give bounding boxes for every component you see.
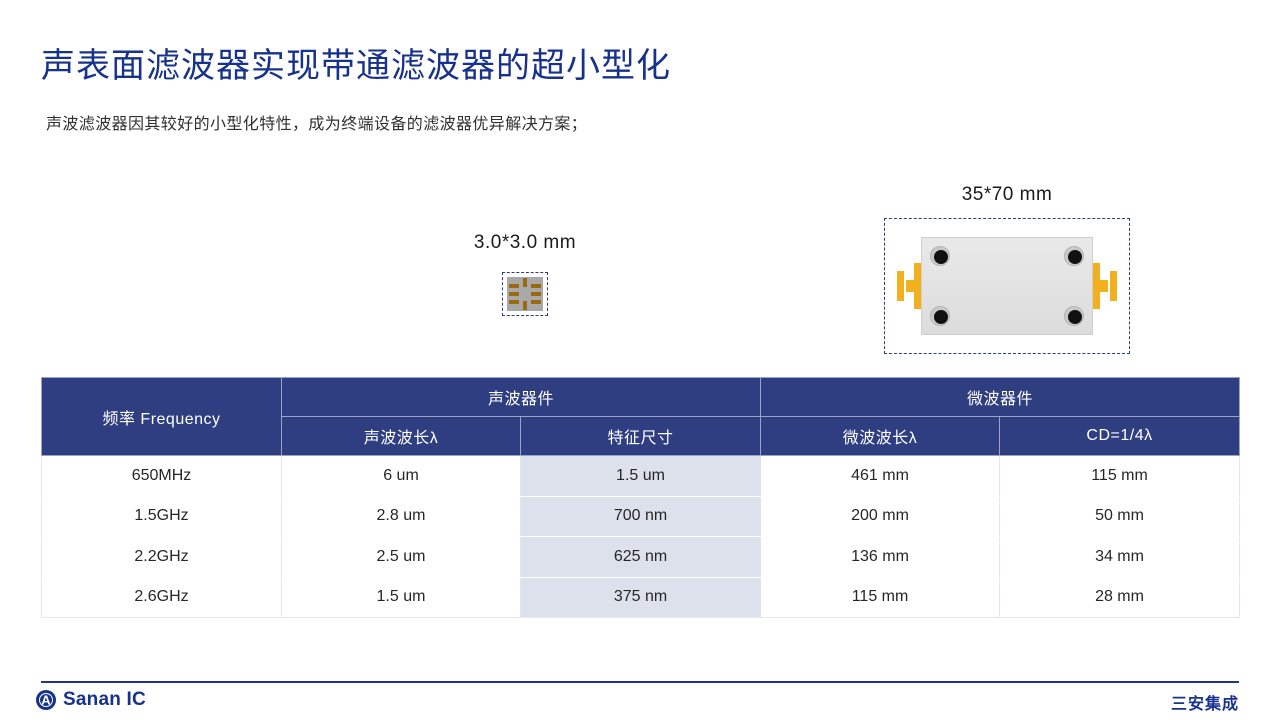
- footer-brand: Sanan IC: [36, 689, 146, 711]
- table-header-row-groups: 频率 Frequency 声波器件 微波器件: [41, 377, 1241, 456]
- screw-icon: [930, 246, 950, 266]
- table-header-microwave-cd: CD=1/4λ: [999, 416, 1241, 456]
- sma-connector-left-icon: [897, 262, 923, 310]
- cell-acoustic-feature: 625 nm: [519, 536, 762, 578]
- table-header-frequency: 频率 Frequency: [41, 377, 282, 456]
- screw-icon: [1064, 246, 1084, 266]
- figure-cavity-filter-caption: 35*70 mm: [961, 184, 1053, 205]
- footer-brand-cn: 三安集成: [1170, 696, 1239, 713]
- figure-saw-filter-caption: 3.0*3.0 mm: [473, 232, 577, 253]
- screw-icon: [1064, 306, 1084, 326]
- cell-microwave-wavelength: 461 mm: [760, 455, 1001, 497]
- table-row: 650MHz 6 um 1.5 um 461 mm 115 mm: [41, 455, 1241, 497]
- table-header-acoustic-wavelength: 声波波长λ: [281, 416, 521, 456]
- page-subtitle: 声波滤波器因其较好的小型化特性，成为终端设备的滤波器优异解决方案；: [46, 116, 588, 133]
- cell-acoustic-feature: 375 nm: [519, 577, 762, 618]
- cell-microwave-wavelength: 200 mm: [760, 496, 1001, 537]
- cell-microwave-cd: 50 mm: [999, 496, 1241, 537]
- figure-cavity-filter: 35*70 mm: [862, 184, 1152, 354]
- cell-frequency: 1.5GHz: [41, 496, 282, 537]
- cell-frequency: 2.6GHz: [41, 577, 282, 618]
- footer-brand-en: Sanan IC: [63, 689, 146, 710]
- saw-filter-dimension-outline: [502, 272, 548, 316]
- sanan-logo-icon: [36, 690, 56, 710]
- saw-pad-icon: [509, 284, 519, 288]
- table-header-row-subs: 声波波长λ 特征尺寸 微波波长λ CD=1/4λ: [42, 416, 1241, 456]
- saw-pad-icon: [509, 292, 519, 296]
- saw-pad-icon: [531, 284, 541, 288]
- figure-saw-filter: 3.0*3.0 mm: [430, 232, 620, 316]
- saw-pad-icon: [531, 300, 541, 304]
- cell-microwave-cd: 34 mm: [999, 536, 1241, 578]
- table-header-acoustic-feature: 特征尺寸: [519, 416, 762, 456]
- cell-microwave-wavelength: 115 mm: [760, 577, 1001, 618]
- cell-acoustic-feature: 1.5 um: [519, 455, 762, 497]
- cell-microwave-wavelength: 136 mm: [760, 536, 1001, 578]
- cell-frequency: 650MHz: [41, 455, 282, 497]
- spec-table: 频率 Frequency 声波器件 微波器件 声波波长λ 特征尺寸 微波波长λ …: [41, 377, 1241, 618]
- cell-acoustic-wavelength: 2.5 um: [281, 536, 521, 578]
- table-row: 1.5GHz 2.8 um 700 nm 200 mm 50 mm: [41, 496, 1241, 537]
- cell-microwave-cd: 115 mm: [999, 455, 1241, 497]
- cell-acoustic-feature: 700 nm: [519, 496, 762, 537]
- cell-frequency: 2.2GHz: [41, 536, 282, 578]
- screw-icon: [930, 306, 950, 326]
- table-header-microwave-wavelength: 微波波长λ: [760, 416, 1001, 456]
- table-row: 2.6GHz 1.5 um 375 nm 115 mm 28 mm: [41, 577, 1241, 618]
- footer-divider: [41, 681, 1239, 683]
- table-header-group-acoustic: 声波器件: [280, 377, 762, 417]
- cavity-filter-body: [921, 237, 1093, 335]
- cell-microwave-cd: 28 mm: [999, 577, 1241, 618]
- table-row: 2.2GHz 2.5 um 625 nm 136 mm 34 mm: [41, 536, 1241, 578]
- saw-pad-icon: [509, 300, 519, 304]
- cell-acoustic-wavelength: 6 um: [281, 455, 521, 497]
- cell-acoustic-wavelength: 1.5 um: [281, 577, 521, 618]
- saw-pad-icon: [523, 301, 527, 310]
- table-header-group-microwave: 微波器件: [760, 377, 1241, 417]
- saw-pad-icon: [523, 278, 527, 287]
- cell-acoustic-wavelength: 2.8 um: [281, 496, 521, 537]
- saw-filter-body: [507, 277, 543, 311]
- page-title: 声表面滤波器实现带通滤波器的超小型化: [41, 47, 671, 85]
- sma-connector-right-icon: [1091, 262, 1117, 310]
- saw-pad-icon: [531, 292, 541, 296]
- cavity-filter-dimension-outline: [884, 218, 1130, 354]
